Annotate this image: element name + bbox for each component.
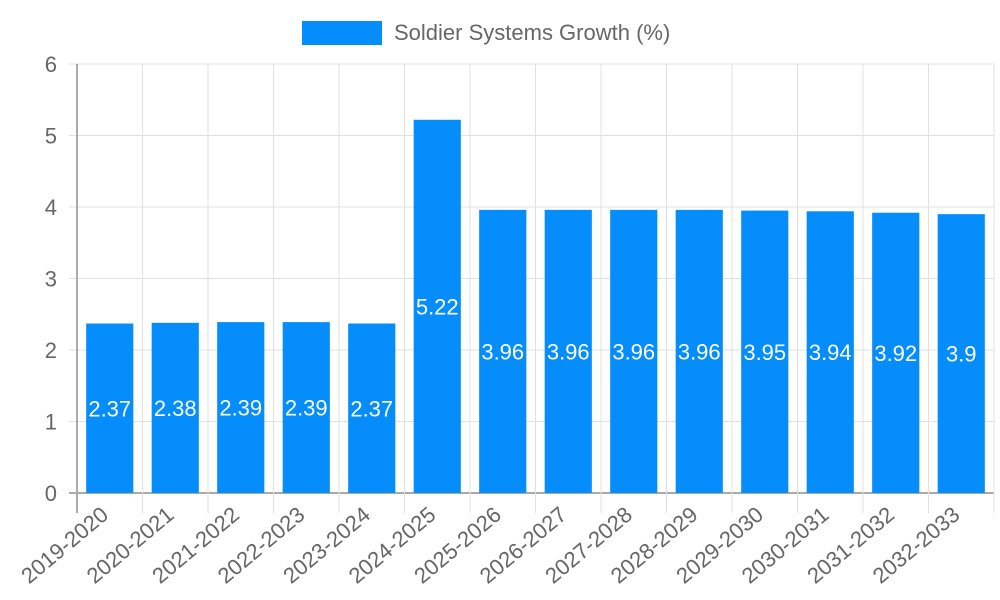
chart-legend[interactable]: Soldier Systems Growth (%) xyxy=(302,20,670,46)
bar-value-label: 2.39 xyxy=(219,396,262,421)
legend-label: Soldier Systems Growth (%) xyxy=(394,20,671,45)
bar xyxy=(282,322,330,493)
y-tick-label: 2 xyxy=(45,338,57,363)
y-tick-label: 3 xyxy=(45,267,57,292)
bar xyxy=(217,322,265,493)
bar xyxy=(348,323,396,493)
bar xyxy=(872,212,920,493)
bar xyxy=(675,209,723,494)
bar-value-label: 3.92 xyxy=(874,341,917,366)
y-tick-label: 1 xyxy=(45,410,57,435)
bar xyxy=(806,211,854,494)
bar-value-label: 3.96 xyxy=(547,339,590,364)
bar-value-label: 3.95 xyxy=(743,340,786,365)
bar xyxy=(741,210,789,493)
bar-value-label: 5.22 xyxy=(416,294,459,319)
bar-value-label: 3.96 xyxy=(678,339,721,364)
legend-swatch xyxy=(302,21,382,45)
bar-value-label: 3.94 xyxy=(809,340,852,365)
y-tick-label: 6 xyxy=(45,52,57,77)
bar xyxy=(610,209,658,494)
y-tick-label: 5 xyxy=(45,124,57,149)
bar xyxy=(86,323,134,493)
bar xyxy=(413,119,461,494)
bar xyxy=(544,209,592,494)
bar xyxy=(479,209,527,494)
bar-value-label: 3.9 xyxy=(946,342,977,367)
bar xyxy=(151,322,199,493)
bar-value-label: 3.96 xyxy=(612,339,655,364)
bar-value-label: 2.38 xyxy=(154,396,197,421)
bar-value-label: 2.37 xyxy=(88,396,131,421)
bar-value-label: 3.96 xyxy=(481,339,524,364)
bar-value-label: 2.39 xyxy=(285,396,328,421)
bar-value-label: 2.37 xyxy=(350,396,393,421)
y-tick-label: 0 xyxy=(45,481,57,506)
bar xyxy=(937,214,985,493)
y-tick-label: 4 xyxy=(45,195,57,220)
